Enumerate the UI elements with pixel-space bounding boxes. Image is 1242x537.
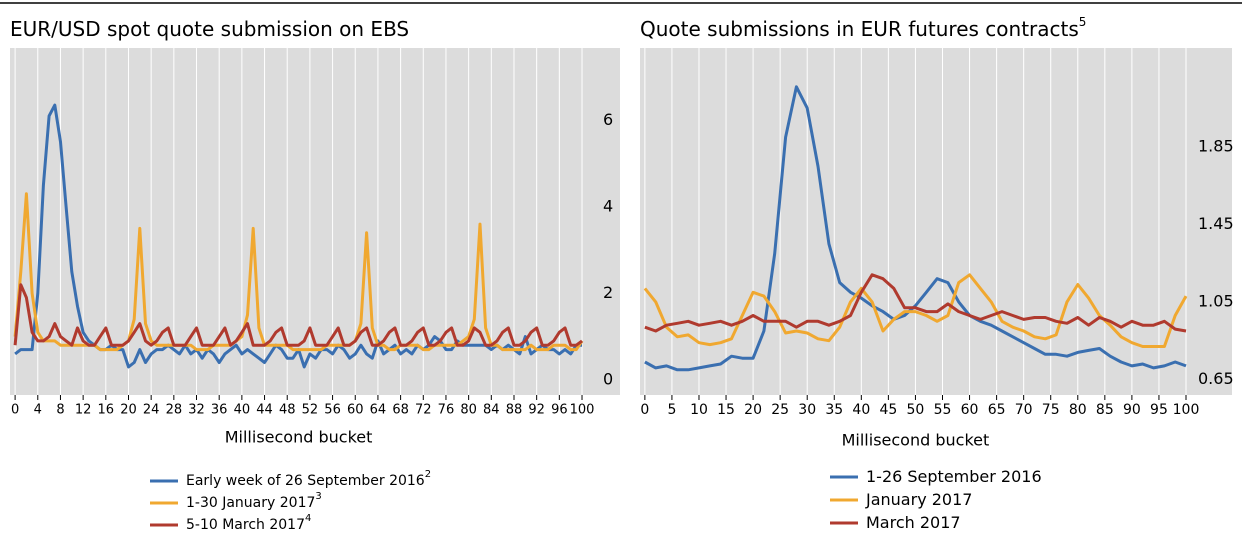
x-tick-label: 40 xyxy=(852,402,870,418)
legend-label: March 2017 xyxy=(866,513,961,532)
x-tick-label: 100 xyxy=(570,403,595,418)
x-tick-label: 60 xyxy=(961,402,979,418)
x-tick-label: 88 xyxy=(506,403,523,418)
x-tick-label: 12 xyxy=(75,403,92,418)
x-tick-label: 40 xyxy=(234,403,251,418)
series-line xyxy=(644,273,1187,333)
x-tick-label: 60 xyxy=(347,403,364,418)
x-tick-label: 10 xyxy=(690,402,708,418)
y-tick-label: 1.45 xyxy=(1198,214,1234,233)
legend-label: 1-26 September 2016 xyxy=(866,467,1042,486)
title-text: Quote submissions in EUR futures contrac… xyxy=(640,17,1079,41)
legend-name: 1-30 January 2017 xyxy=(186,495,315,511)
plot-background xyxy=(640,48,1232,395)
series-line xyxy=(644,85,1187,372)
x-tick-label: 44 xyxy=(256,403,273,418)
x-tick-label: 56 xyxy=(324,403,341,418)
x-tick-label: 64 xyxy=(370,403,387,418)
legend-note: 2 xyxy=(425,469,431,480)
x-tick-label: 35 xyxy=(825,402,843,418)
legend-name: Early week of 26 September 2016 xyxy=(186,473,425,489)
legend-label: 1-30 January 20173 xyxy=(186,491,322,511)
x-tick-label: 0 xyxy=(640,402,649,418)
series-line xyxy=(643,273,1188,348)
x-tick-label: 68 xyxy=(392,403,409,418)
x-tick-label: 100 xyxy=(1173,402,1200,418)
x-tick-label: 95 xyxy=(1150,402,1168,418)
x-tick-label: 52 xyxy=(302,403,319,418)
legend-note: 4 xyxy=(305,513,311,524)
x-tick-label: 72 xyxy=(415,403,432,418)
x-tick-label: 70 xyxy=(1015,402,1033,418)
y-tick-label: 4 xyxy=(603,196,613,215)
legend-label: 5-10 March 20174 xyxy=(186,513,311,533)
x-tick-label: 16 xyxy=(98,403,115,418)
x-tick-label: 28 xyxy=(166,403,183,418)
x-tick-label: 50 xyxy=(907,402,925,418)
y-tick-label: 0.65 xyxy=(1198,369,1234,388)
x-tick-label: 65 xyxy=(988,402,1006,418)
legend-name: March 2017 xyxy=(866,513,961,532)
x-tick-label: 24 xyxy=(143,403,160,418)
y-tick-label: 6 xyxy=(603,110,613,129)
x-tick-label: 80 xyxy=(460,403,477,418)
legend-name: 5-10 March 2017 xyxy=(186,517,305,533)
y-tick-label: 2 xyxy=(603,283,613,302)
legend-label: January 2017 xyxy=(865,490,972,509)
y-tick-label: 1.85 xyxy=(1198,136,1234,155)
x-axis-label: Millisecond bucket xyxy=(225,428,373,447)
x-tick-label: 80 xyxy=(1069,402,1087,418)
x-tick-label: 84 xyxy=(483,403,500,418)
x-tick-label: 30 xyxy=(798,402,816,418)
x-tick-label: 4 xyxy=(34,403,42,418)
x-tick-label: 32 xyxy=(188,403,205,418)
legend-name: January 2017 xyxy=(865,490,972,509)
x-tick-label: 96 xyxy=(551,403,568,418)
x-tick-label: 90 xyxy=(1123,402,1141,418)
x-tick-label: 8 xyxy=(56,403,64,418)
x-tick-label: 20 xyxy=(744,402,762,418)
x-tick-label: 25 xyxy=(771,402,789,418)
x-tick-label: 15 xyxy=(717,402,735,418)
x-tick-label: 36 xyxy=(211,403,228,418)
chart-title: Quote submissions in EUR futures contrac… xyxy=(640,15,1086,41)
x-tick-label: 85 xyxy=(1096,402,1114,418)
title-text: EUR/USD spot quote submission on EBS xyxy=(10,17,409,41)
x-tick-label: 55 xyxy=(934,402,952,418)
x-tick-label: 76 xyxy=(438,403,455,418)
x-tick-label: 5 xyxy=(667,402,676,418)
x-tick-label: 20 xyxy=(120,403,137,418)
y-tick-label: 0 xyxy=(603,369,613,388)
x-tick-label: 45 xyxy=(879,402,897,418)
legend-note: 3 xyxy=(315,491,321,502)
x-tick-label: 0 xyxy=(11,403,19,418)
x-tick-label: 48 xyxy=(279,403,296,418)
y-tick-label: 1.05 xyxy=(1198,291,1234,310)
x-tick-label: 92 xyxy=(528,403,545,418)
x-tick-label: 75 xyxy=(1042,402,1060,418)
series-line xyxy=(13,283,583,347)
title-note: 5 xyxy=(1079,15,1087,29)
x-axis-label: Millisecond bucket xyxy=(842,431,990,450)
legend-label: Early week of 26 September 20162 xyxy=(186,469,431,489)
chart-title: EUR/USD spot quote submission on EBS xyxy=(10,17,409,41)
plot-background xyxy=(10,48,620,395)
legend-name: 1-26 September 2016 xyxy=(866,467,1042,486)
series-line xyxy=(13,192,584,352)
